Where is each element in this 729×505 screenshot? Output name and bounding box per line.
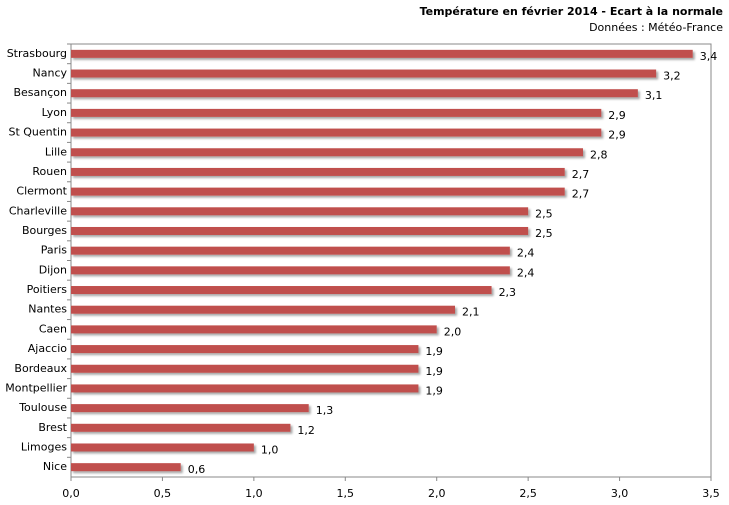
bar	[71, 89, 638, 98]
x-tick-label: 3,0	[611, 487, 629, 500]
bar	[71, 443, 254, 452]
value-label: 3,1	[645, 89, 663, 102]
value-label: 2,4	[517, 266, 535, 279]
value-label: 0,6	[188, 463, 206, 476]
y-tick-label: Toulouse	[18, 401, 67, 414]
y-tick-label: Nantes	[28, 303, 67, 316]
value-label: 2,1	[462, 306, 480, 319]
value-label: 1,3	[316, 404, 334, 417]
value-label: 1,9	[425, 365, 443, 378]
x-tick-label: 2,0	[428, 487, 446, 500]
y-tick-label: Brest	[38, 421, 67, 434]
x-tick-label: 2,5	[519, 487, 537, 500]
y-tick-label: Rouen	[32, 165, 67, 178]
x-tick-label: 0,0	[62, 487, 80, 500]
value-label: 3,2	[663, 70, 681, 83]
bar	[71, 364, 419, 373]
y-tick-label: St Quentin	[8, 126, 67, 139]
x-tick-label: 0,5	[154, 487, 172, 500]
bar	[71, 128, 602, 137]
value-label: 1,0	[261, 443, 279, 456]
value-label: 2,5	[535, 227, 553, 240]
bar	[71, 49, 693, 58]
bar	[71, 423, 291, 432]
value-label: 2,7	[572, 168, 590, 181]
bar	[71, 108, 602, 117]
y-tick-label: Nancy	[33, 67, 68, 80]
bar	[71, 266, 510, 275]
y-tick-label: Bourges	[22, 224, 67, 237]
value-label: 2,4	[517, 247, 535, 260]
value-label: 2,0	[444, 325, 462, 338]
bar	[71, 148, 583, 157]
bar	[71, 226, 529, 235]
y-tick-label: Caen	[39, 322, 67, 335]
bar	[71, 286, 492, 295]
chart-subtitle: Données : Météo-France	[589, 21, 723, 34]
y-tick-label: Nice	[43, 460, 67, 473]
value-label: 1,9	[425, 345, 443, 358]
value-label: 2,9	[608, 109, 626, 122]
value-label: 3,4	[700, 50, 718, 63]
x-tick-label: 1,5	[337, 487, 355, 500]
value-label: 1,2	[297, 424, 315, 437]
bar	[71, 325, 437, 334]
y-tick-label: Clermont	[16, 185, 67, 198]
y-tick-label: Ajaccio	[28, 342, 67, 355]
value-label: 1,9	[425, 384, 443, 397]
y-tick-label: Dijon	[39, 263, 67, 276]
bar	[71, 246, 510, 255]
y-tick-label: Strasbourg	[7, 47, 67, 60]
y-tick-label: Paris	[41, 244, 67, 257]
bar	[71, 463, 181, 472]
y-tick-label: Besançon	[13, 86, 67, 99]
y-tick-label: Bordeaux	[14, 362, 67, 375]
y-tick-label: Lille	[45, 145, 67, 158]
y-tick-label: Charleville	[9, 204, 67, 217]
y-tick-label: Poitiers	[27, 283, 68, 296]
value-label: 2,5	[535, 207, 553, 220]
y-tick-label: Lyon	[42, 106, 67, 119]
value-label: 2,7	[572, 188, 590, 201]
value-label: 2,8	[590, 148, 608, 161]
bar	[71, 167, 565, 176]
chart-title: Température en février 2014 - Ecart à la…	[420, 5, 723, 18]
bar	[71, 345, 419, 354]
y-tick-label: Limoges	[21, 440, 67, 453]
x-tick-label: 3,5	[702, 487, 720, 500]
bar	[71, 305, 455, 314]
bar	[71, 207, 529, 216]
bar	[71, 404, 309, 413]
bar	[71, 69, 657, 78]
value-label: 2,3	[499, 286, 516, 299]
bar	[71, 187, 565, 196]
bar	[71, 384, 419, 393]
y-tick-label: Montpellier	[5, 381, 67, 394]
value-label: 2,9	[608, 129, 626, 142]
x-tick-label: 1,0	[245, 487, 263, 500]
